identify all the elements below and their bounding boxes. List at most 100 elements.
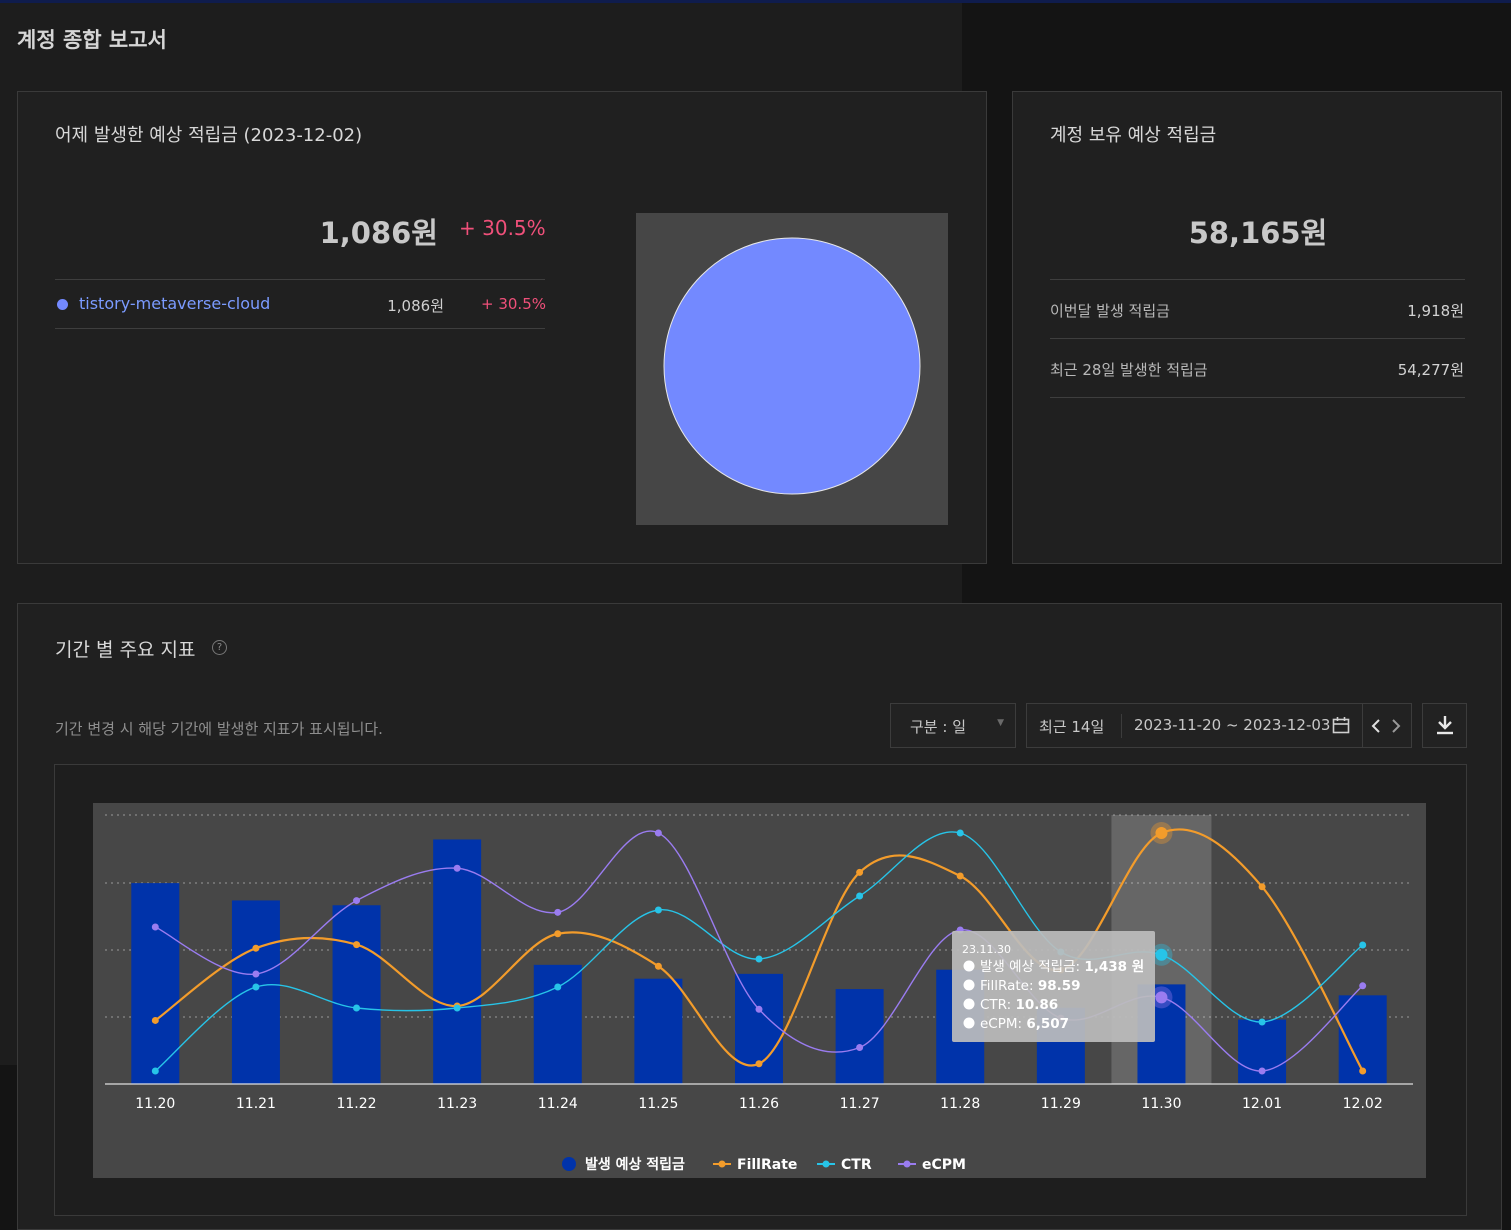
ctr-point-11.28[interactable] bbox=[956, 829, 964, 837]
divider bbox=[1121, 714, 1122, 738]
date-range-text[interactable]: 2023-11-20 ~ 2023-12-03 bbox=[1134, 716, 1331, 734]
bar-11.20[interactable] bbox=[131, 883, 180, 1084]
site-value: 1,086원 bbox=[387, 297, 444, 315]
site-change: + 30.5% bbox=[481, 295, 546, 313]
ctr-point-12.01[interactable] bbox=[1258, 1018, 1266, 1026]
ctr-point-11.22[interactable] bbox=[353, 1004, 361, 1012]
calendar-icon[interactable] bbox=[1332, 716, 1350, 734]
last-28-days-label: 최근 28일 발생한 적립금 bbox=[1050, 361, 1208, 379]
last-28-days-value: 54,277원 bbox=[1397, 361, 1464, 379]
fillrate-point-11.22[interactable] bbox=[353, 941, 361, 949]
pie-chart bbox=[636, 213, 948, 525]
tooltip-bullet bbox=[963, 979, 975, 991]
legend-marker-dot[interactable] bbox=[822, 1160, 830, 1168]
ecpm-point-11.21[interactable] bbox=[252, 970, 260, 978]
tooltip-row: FillRate: 98.59 bbox=[980, 978, 1081, 994]
fillrate-point-11.26[interactable] bbox=[755, 1060, 763, 1068]
range-preset[interactable]: 최근 14일 bbox=[1039, 718, 1105, 736]
ctr-point-11.20[interactable] bbox=[151, 1067, 159, 1075]
ecpm-point-11.26[interactable] bbox=[755, 1005, 763, 1013]
legend-marker-dot[interactable] bbox=[903, 1160, 911, 1168]
fillrate-point-11.30[interactable] bbox=[1155, 827, 1168, 839]
x-tick-label: 12.01 bbox=[1242, 1096, 1282, 1112]
x-tick-label: 12.02 bbox=[1343, 1096, 1383, 1112]
legend-label-ecpm[interactable]: eCPM bbox=[922, 1157, 966, 1173]
divider bbox=[1050, 397, 1465, 398]
balance-card-title: 계정 보유 예상 적립금 bbox=[1050, 125, 1217, 146]
bar-11.23[interactable] bbox=[433, 839, 482, 1084]
ecpm-point-11.24[interactable] bbox=[554, 908, 562, 916]
tooltip-bullet bbox=[963, 960, 975, 972]
x-tick-label: 11.23 bbox=[437, 1096, 477, 1112]
ecpm-point-11.25[interactable] bbox=[654, 829, 662, 837]
legend-label-fillrate[interactable]: FillRate bbox=[737, 1157, 797, 1173]
x-tick-label: 11.27 bbox=[840, 1096, 880, 1112]
period-metrics-card: 기간 별 주요 지표 ? 기간 변경 시 해당 기간에 발생한 지표가 표시됩니… bbox=[17, 603, 1502, 1230]
page-title: 계정 종합 보고서 bbox=[17, 28, 167, 52]
ecpm-point-11.27[interactable] bbox=[856, 1043, 864, 1051]
divider bbox=[55, 328, 545, 329]
top-border bbox=[0, 0, 1511, 3]
ctr-point-12.02[interactable] bbox=[1359, 941, 1367, 949]
divider bbox=[1362, 704, 1363, 747]
yesterday-change: + 30.5% bbox=[459, 216, 546, 240]
ecpm-point-11.23[interactable] bbox=[453, 864, 461, 872]
bar-11.22[interactable] bbox=[332, 905, 381, 1084]
ctr-point-11.21[interactable] bbox=[252, 983, 260, 991]
chevron-down-icon: ▼ bbox=[997, 718, 1004, 728]
this-month-value: 1,918원 bbox=[1407, 302, 1464, 320]
chevron-left-icon[interactable] bbox=[1369, 718, 1383, 734]
ecpm-point-11.30[interactable] bbox=[1155, 991, 1168, 1004]
chart-tooltip bbox=[952, 931, 1155, 1042]
legend-marker-dot[interactable] bbox=[718, 1160, 726, 1168]
yesterday-total: 1,086원 bbox=[319, 216, 438, 250]
ctr-point-11.25[interactable] bbox=[654, 906, 662, 914]
legend-label-ctr[interactable]: CTR bbox=[841, 1157, 872, 1173]
x-tick-label: 11.21 bbox=[236, 1096, 276, 1112]
download-icon bbox=[1437, 716, 1453, 735]
bar-11.21[interactable] bbox=[231, 900, 280, 1084]
ctr-point-11.23[interactable] bbox=[453, 1004, 461, 1012]
ctr-point-11.26[interactable] bbox=[755, 955, 763, 963]
divider bbox=[1050, 338, 1465, 339]
tooltip-bullet bbox=[963, 1017, 975, 1029]
question-circle-icon[interactable]: ? bbox=[212, 640, 227, 655]
tooltip-row: CTR: 10.86 bbox=[980, 997, 1058, 1013]
fillrate-point-11.25[interactable] bbox=[654, 962, 662, 970]
site-name-link[interactable]: tistory-metaverse-cloud bbox=[79, 294, 271, 313]
bar-11.27[interactable] bbox=[835, 989, 884, 1084]
fillrate-point-11.24[interactable] bbox=[554, 930, 562, 938]
ctr-point-11.27[interactable] bbox=[856, 892, 864, 900]
bar-11.25[interactable] bbox=[634, 978, 683, 1084]
fillrate-point-11.27[interactable] bbox=[856, 868, 864, 876]
fillrate-point-11.20[interactable] bbox=[151, 1016, 159, 1024]
bar-11.26[interactable] bbox=[735, 973, 783, 1084]
x-tick-label: 11.26 bbox=[739, 1096, 779, 1112]
ecpm-point-12.02[interactable] bbox=[1359, 982, 1367, 990]
divider bbox=[1050, 279, 1465, 280]
date-range-picker[interactable]: 최근 14일 2023-11-20 ~ 2023-12-03 bbox=[1026, 703, 1412, 748]
x-tick-label: 11.30 bbox=[1141, 1096, 1181, 1112]
fillrate-point-11.21[interactable] bbox=[252, 944, 260, 952]
chevron-right-icon[interactable] bbox=[1389, 718, 1403, 734]
fillrate-point-11.28[interactable] bbox=[956, 872, 964, 880]
x-tick-label: 11.28 bbox=[940, 1096, 980, 1112]
yesterday-card-title: 어제 발생한 예상 적립금 (2023-12-02) bbox=[55, 125, 363, 146]
fillrate-point-12.01[interactable] bbox=[1258, 883, 1266, 891]
metrics-chart-svg: 11.20 11.21 11.22 11.23 11.24 11.25 11.26 11.27… bbox=[105, 814, 1413, 1173]
ecpm-point-12.01[interactable] bbox=[1258, 1067, 1266, 1075]
bar-11.24[interactable] bbox=[533, 964, 582, 1084]
granularity-select[interactable]: 구분 : 일 ▼ bbox=[890, 703, 1016, 748]
fillrate-point-12.02[interactable] bbox=[1359, 1067, 1367, 1075]
ctr-point-11.30[interactable] bbox=[1155, 948, 1168, 961]
download-button[interactable] bbox=[1422, 703, 1467, 748]
legend-marker-bar[interactable] bbox=[562, 1157, 576, 1171]
pie-slice-tistory-metaverse-cloud[interactable] bbox=[663, 237, 921, 495]
divider bbox=[55, 279, 545, 280]
account-balance-card: 계정 보유 예상 적립금 58,165원 이번달 발생 적립금 1,918원 최… bbox=[1012, 91, 1502, 564]
ecpm-point-11.22[interactable] bbox=[353, 897, 361, 905]
x-tick-label: 11.24 bbox=[538, 1096, 578, 1112]
legend-label-발생 예상 적립금[interactable]: 발생 예상 적립금 bbox=[585, 1156, 685, 1173]
ctr-point-11.24[interactable] bbox=[554, 983, 562, 991]
ecpm-point-11.20[interactable] bbox=[151, 923, 159, 931]
